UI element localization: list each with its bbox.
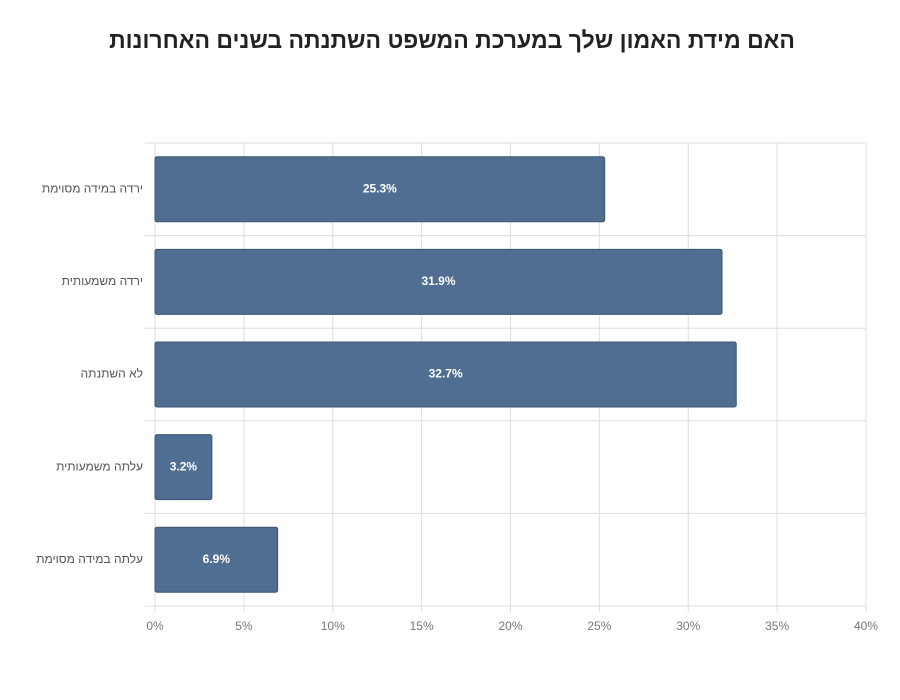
bar bbox=[154, 341, 737, 408]
value-label: 3.2% bbox=[170, 459, 198, 473]
bar bbox=[154, 156, 606, 223]
y-tick-label: עלתה משמעותית bbox=[56, 459, 143, 473]
x-tick-label: 30% bbox=[676, 619, 700, 633]
x-tick-label: 15% bbox=[410, 619, 434, 633]
x-tick-label: 0% bbox=[146, 619, 164, 633]
bar bbox=[154, 434, 213, 501]
chart-title: האם מידת האמון שלך במערכת המשפט השתנתה ב… bbox=[109, 27, 795, 53]
x-tick-label: 5% bbox=[235, 619, 253, 633]
x-tick-label: 40% bbox=[854, 619, 878, 633]
x-tick-label: 10% bbox=[321, 619, 345, 633]
value-label: 6.9% bbox=[203, 552, 231, 566]
y-tick-label: ירדה משמעותית bbox=[62, 274, 143, 288]
x-tick-label: 25% bbox=[587, 619, 611, 633]
value-label: 32.7% bbox=[429, 367, 463, 381]
value-label: 25.3% bbox=[363, 181, 397, 195]
y-tick-label: עלתה במידה מסוימת bbox=[36, 552, 143, 566]
x-tick-label: 35% bbox=[765, 619, 789, 633]
y-tick-label: ירדה במידה מסוימת bbox=[42, 181, 143, 195]
y-tick-label: לא השתנתה bbox=[81, 367, 143, 381]
value-label: 31.9% bbox=[421, 274, 455, 288]
bar bbox=[154, 248, 723, 315]
x-tick-label: 20% bbox=[498, 619, 522, 633]
bar bbox=[154, 526, 279, 593]
